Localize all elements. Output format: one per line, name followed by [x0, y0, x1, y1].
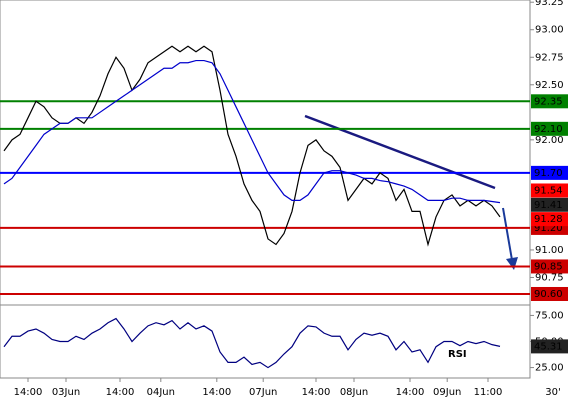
level-tag [531, 165, 568, 180]
series-line [3, 317, 501, 369]
y-tick-label: 91.00 [535, 245, 564, 256]
price-tag [531, 212, 568, 227]
price-tag [531, 197, 568, 212]
price-tag-label: 91.28 [534, 214, 563, 225]
rsi-label: RSI [448, 349, 467, 360]
y-tick-label: 93.25 [535, 0, 564, 8]
level-label: 90.85 [534, 261, 563, 272]
x-tick-label: 14:00 [396, 387, 425, 398]
series-line [3, 59, 501, 204]
x-tick-label: 09Jun [433, 387, 461, 398]
y-tick-label: 90.75 [535, 272, 564, 283]
level-label: 92.35 [534, 96, 563, 107]
rsi-tag [531, 339, 568, 354]
level-tag [531, 259, 568, 274]
y-tick-label: 92.50 [535, 80, 564, 91]
y-tick-label: 92.00 [535, 135, 564, 146]
x-tick-label: 14:00 [106, 387, 135, 398]
y-tick-label: 92.75 [535, 52, 564, 63]
price-tag-label: 91.41 [534, 200, 563, 211]
x-tick-label: 03Jun [52, 387, 80, 398]
price-tag [531, 183, 568, 198]
price-tag-label: 91.54 [534, 185, 563, 196]
level-label: 91.70 [534, 168, 563, 179]
level-label: 90.60 [534, 289, 563, 300]
y-tick-label: 93.00 [535, 25, 564, 36]
rsi-tick-label: 25.00 [535, 363, 564, 374]
arrow-shaft [502, 207, 513, 261]
x-tick-label: 14:00 [14, 387, 43, 398]
level-tag [531, 121, 568, 136]
rsi-tick-label: 75.00 [535, 310, 564, 321]
series-line [3, 45, 501, 247]
x-tick-label: 08Jun [340, 387, 368, 398]
level-tag [531, 286, 568, 301]
level-label: 92.10 [534, 124, 563, 135]
x-tick-label: 07Jun [249, 387, 277, 398]
level-label: 91.20 [534, 223, 563, 234]
x-tick-label: 14:00 [302, 387, 331, 398]
level-tag [531, 94, 568, 109]
x-tick-label: 11:00 [474, 387, 503, 398]
x-tick-label: 04Jun [147, 387, 175, 398]
price-panel [0, 0, 531, 306]
rsi-value: 45.31 [534, 341, 563, 352]
x-tick-label: 14:00 [202, 387, 231, 398]
timeframe: 30' [545, 387, 560, 398]
